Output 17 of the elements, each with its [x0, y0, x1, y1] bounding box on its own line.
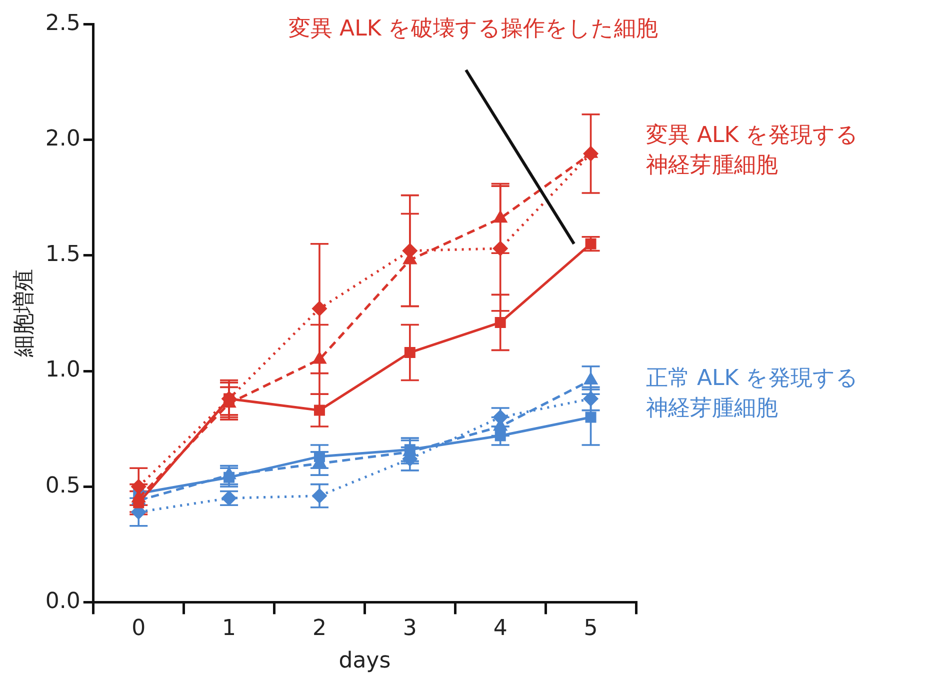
- annotation: 変異 ALK を発現する神経芽腫細胞: [646, 123, 859, 178]
- annotation: 正常 ALK を発現する神経芽腫細胞: [646, 366, 859, 421]
- x-axis-title: days: [338, 648, 391, 674]
- annotation: 変異 ALK を破壊する操作をした細胞: [288, 16, 658, 42]
- y-tick-label: 1.0: [45, 358, 80, 383]
- y-tick-label: 0.0: [45, 588, 80, 614]
- y-tick-label: 0.5: [45, 473, 80, 498]
- x-tick-label: 3: [402, 616, 417, 642]
- y-tick-label: 2.5: [45, 10, 80, 36]
- x-tick-label: 2: [312, 616, 326, 642]
- x-tick-label: 1: [222, 616, 236, 642]
- y-axis-title: 細胞増殖: [12, 269, 37, 358]
- y-tick-label: 2.0: [45, 126, 80, 152]
- x-tick-label: 0: [132, 616, 146, 642]
- x-tick-label: 4: [493, 616, 508, 642]
- y-tick-label: 1.5: [45, 242, 80, 268]
- x-tick-label: 5: [584, 616, 598, 642]
